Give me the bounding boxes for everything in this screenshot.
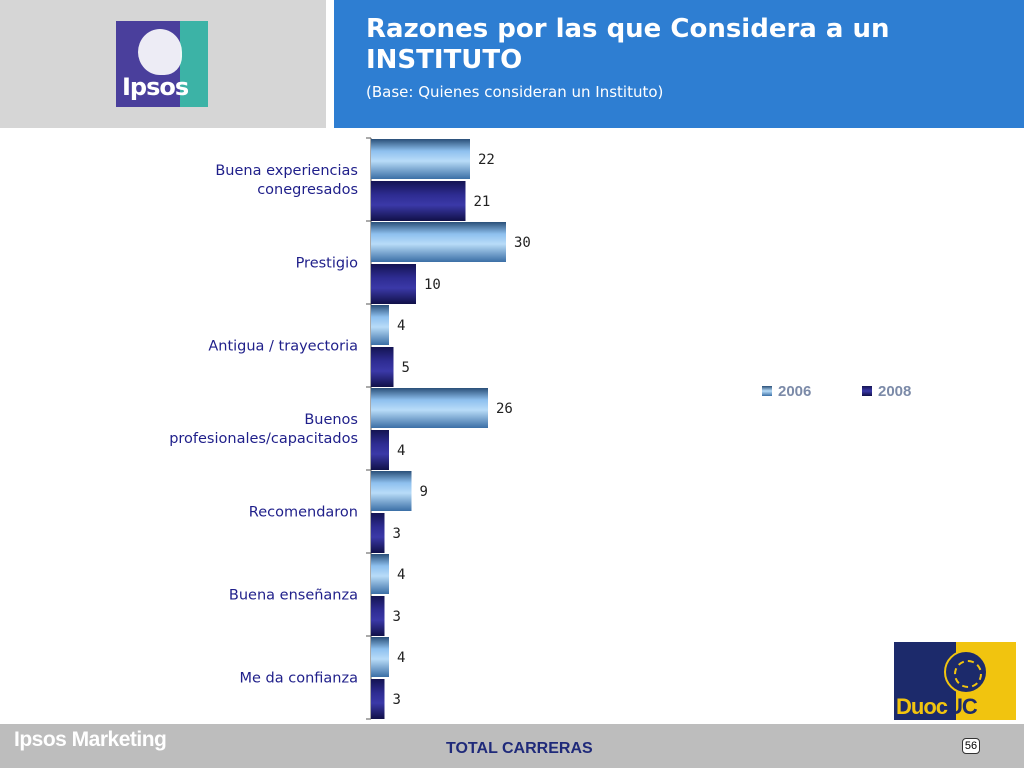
legend-label-2008: 2008 (878, 383, 912, 400)
bars-group (371, 139, 506, 719)
category-label-2: Antigua / trayectoria (208, 339, 358, 355)
bar-2008-3 (371, 430, 389, 470)
category-label-1: Prestigio (296, 256, 359, 272)
legend-item-2008: 2008 (862, 383, 911, 400)
duoc-text-b: UC (947, 694, 978, 719)
bar-2006-1 (371, 222, 506, 262)
value-label-2008-3: 4 (397, 443, 405, 459)
profile-head-icon (138, 29, 182, 75)
header-band (334, 0, 1024, 128)
bar-2008-4 (371, 513, 385, 553)
footer: Ipsos Marketing TOTAL CARRERAS (0, 724, 1024, 768)
logo-panel: Ipsos (0, 0, 326, 128)
value-label-2006-3: 26 (496, 401, 513, 417)
category-label-3: Buenos profesionales/capacitados (169, 412, 358, 447)
category-labels-group: Buena experiencias conegresados Prestigio A… (169, 163, 358, 687)
ipsos-logo: Ipsos (116, 21, 208, 107)
y-axis (366, 137, 372, 720)
value-label-2008-6: 3 (393, 692, 401, 708)
value-label-2008-4: 3 (393, 526, 401, 542)
value-label-2008-5: 3 (393, 609, 401, 625)
value-label-2006-0: 22 (478, 152, 495, 168)
value-label-2006-2: 4 (397, 318, 405, 334)
bar-2006-3 (371, 388, 488, 428)
bar-2006-0 (371, 139, 470, 179)
category-label-4: Recomendaron (249, 505, 358, 521)
bar-2006-4 (371, 471, 412, 511)
value-label-2006-5: 4 (397, 567, 405, 583)
value-label-2006-6: 4 (397, 650, 405, 666)
bar-2008-5 (371, 596, 385, 636)
value-label-2008-2: 5 (402, 360, 410, 376)
bar-2006-5 (371, 554, 389, 594)
value-labels-group: 22 21 30 10 4 5 26 4 9 3 4 3 4 3 (393, 152, 531, 708)
category-label-0: Buena experiencias conegresados (215, 163, 358, 198)
page-title: Razones por las que Considera a un INSTI… (366, 14, 890, 75)
seal-icon (944, 650, 988, 694)
legend-swatch-2008 (862, 386, 872, 396)
footer-brand: Ipsos Marketing (14, 728, 167, 751)
legend-label-2006: 2006 (778, 383, 812, 400)
value-label-2008-1: 10 (424, 277, 441, 293)
bar-2008-0 (371, 181, 466, 221)
footer-caption: TOTAL CARRERAS (446, 740, 593, 757)
duoc-text-a: Duoc (896, 694, 948, 719)
bar-chart: 22 21 30 10 4 5 26 4 9 3 4 3 4 3 Buena experiencias co… (169, 137, 531, 720)
logo-text: Ipsos (122, 73, 189, 101)
category-label-5: Buena enseñanza (229, 588, 358, 604)
bar-2008-1 (371, 264, 416, 304)
page-number: 56 (962, 738, 980, 754)
duoc-uc-text: DuocUC (896, 694, 978, 720)
bar-2008-6 (371, 679, 385, 719)
page-subtitle: (Base: Quienes consideran un Instituto) (366, 83, 664, 101)
legend-item-2006: 2006 (762, 383, 811, 400)
legend-swatch-2006 (762, 386, 772, 396)
bar-2006-2 (371, 305, 389, 345)
bar-2008-2 (371, 347, 394, 387)
logo-accent (180, 21, 208, 107)
duoc-uc-logo: DuocUC (894, 642, 1016, 720)
value-label-2006-1: 30 (514, 235, 531, 251)
bar-2006-6 (371, 637, 389, 677)
category-label-6: Me da confianza (240, 671, 358, 687)
value-label-2006-4: 9 (420, 484, 428, 500)
value-label-2008-0: 21 (474, 194, 491, 210)
